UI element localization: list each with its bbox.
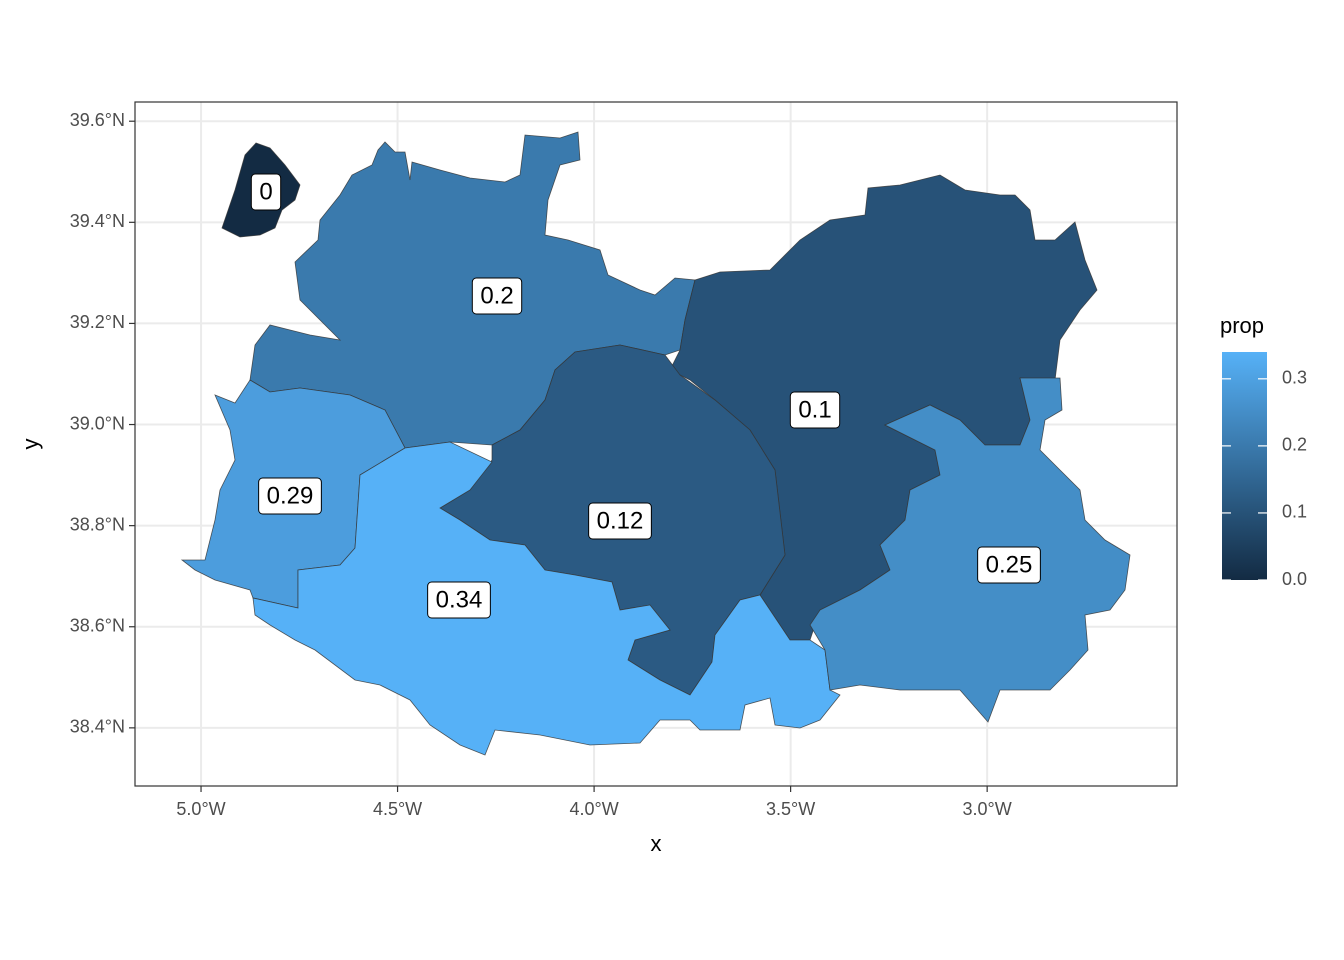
region [252,441,841,756]
y-tick-label: 39.4°N [70,211,125,231]
region-label-box [471,277,523,315]
legend-tick-label: 0.2 [1282,435,1307,455]
y-tick-label: 39.6°N [70,110,125,130]
region-label: 0.12 [597,507,644,534]
region-label: 0.34 [436,586,483,613]
region-labels: 0 0.2 0.1 0.29 0.12 0.34 0.25 [250,173,1041,619]
y-tick-label: 39.0°N [70,413,125,433]
region-label: 0.29 [267,482,314,509]
legend-tick-label: 0.1 [1282,502,1307,522]
y-tick-label: 39.2°N [70,312,125,332]
x-axis-title: x [651,831,662,856]
region-label-box [789,391,841,429]
region-label: 0.25 [986,551,1033,578]
panel-border [134,101,1178,787]
legend-tick-label: 0.3 [1282,368,1307,388]
x-tick-label: 4.0°W [569,799,618,819]
region-label: 0 [259,178,272,205]
x-tick-label: 3.5°W [766,799,815,819]
legend-tick-label: 0.0 [1282,569,1307,589]
region-label: 0.1 [798,396,831,423]
region [809,377,1131,723]
colorbar [1222,352,1267,580]
region-label-box [250,173,282,211]
region-label-box [588,502,652,540]
legend-title: prop [1220,313,1264,338]
y-tick-label: 38.6°N [70,616,125,636]
y-tick-label: 38.8°N [70,514,125,534]
y-axis-title: y [18,439,43,450]
region-label-box [427,581,491,619]
region-label-box [977,546,1041,584]
x-tick-label: 5.0°W [176,799,225,819]
region-label: 0.2 [480,282,513,309]
region-label-box [258,477,322,515]
x-tick-label: 3.0°W [963,799,1012,819]
x-tick-label: 4.5°W [373,799,422,819]
y-tick-label: 38.4°N [70,717,125,737]
